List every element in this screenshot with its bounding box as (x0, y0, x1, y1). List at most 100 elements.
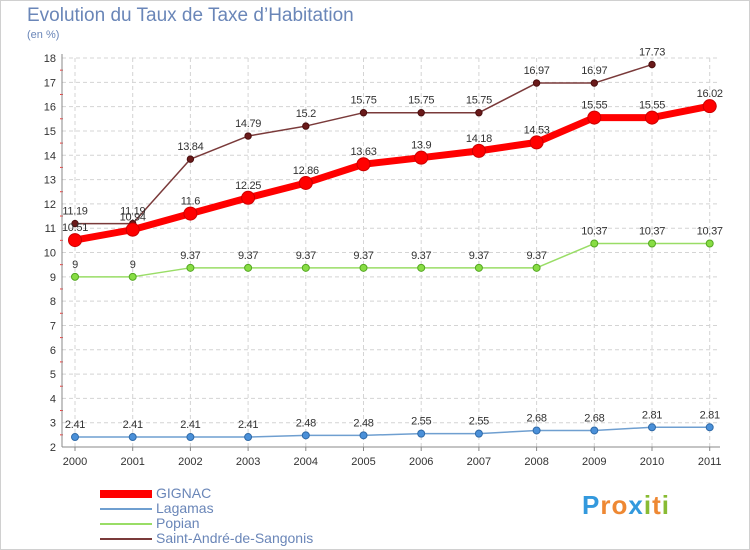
y-tick-label: 13 (44, 175, 56, 187)
y-tick-label: 12 (44, 199, 56, 211)
data-point-gignac (241, 190, 256, 205)
data-label-lagamas: 2.55 (411, 416, 431, 428)
data-label-saint-andre: 13.84 (177, 141, 203, 153)
chart-title: Evolution du Taux de Taxe d’Habitation (27, 5, 354, 26)
logo-letter: i (643, 490, 653, 520)
data-point-lagamas (705, 423, 714, 432)
x-tick-label: 2000 (63, 456, 87, 468)
logo-letter: t (652, 490, 662, 520)
series-line-lagamas (75, 426, 710, 438)
series-line-popian (75, 242, 710, 278)
data-point-gignac (298, 175, 313, 190)
data-label-popian: 9.37 (296, 250, 316, 262)
data-label-lagamas: 2.48 (353, 417, 373, 429)
data-point-saint-andre (648, 60, 656, 69)
proxiti-logo: Proxiti (582, 490, 670, 521)
y-tick-label: 10 (44, 248, 56, 260)
data-label-gignac: 15.55 (581, 100, 607, 112)
data-point-gignac (645, 110, 659, 125)
data-label-saint-andre: 15.2 (296, 108, 316, 120)
x-tick-label: 2004 (294, 456, 318, 468)
legend-label-gignac: GIGNAC (156, 485, 212, 501)
data-label-popian: 10.37 (697, 226, 723, 238)
data-point-lagamas (532, 426, 541, 435)
legend-swatch-gignac (100, 490, 152, 498)
y-tick-label: 14 (44, 150, 56, 162)
legend-swatch-popian (100, 523, 152, 525)
axes: 2 3 4 5 6 7 8 9 10 11 12 13 14 15 16 17 18 2000 2001 2002 20… (44, 53, 722, 468)
y-tick-label: 2 (50, 442, 56, 454)
y-tick-label: 8 (50, 296, 56, 308)
data-label-lagamas: 2.81 (700, 409, 720, 421)
data-point-lagamas (474, 429, 483, 438)
data-point-gignac (183, 206, 198, 221)
data-label-lagamas: 2.41 (123, 419, 143, 431)
data-label-popian: 9.37 (469, 250, 489, 262)
data-point-saint-andre (590, 79, 598, 87)
data-label-lagamas: 2.41 (238, 419, 258, 431)
data-point-popian (186, 263, 195, 272)
data-label-gignac: 10.51 (62, 222, 88, 234)
data-label-popian: 9.37 (238, 250, 258, 262)
y-tick-label: 4 (50, 393, 56, 405)
x-tick-label: 2005 (351, 456, 375, 468)
logo-letter: o (611, 490, 629, 520)
data-point-popian (244, 263, 253, 272)
data-point-popian (71, 272, 79, 281)
series-line-gignac (74, 102, 711, 244)
data-point-gignac (529, 135, 544, 150)
data-point-gignac (702, 99, 717, 114)
data-label-saint-andre: 16.97 (524, 65, 550, 77)
data-point-saint-andre (71, 219, 79, 228)
data-point-lagamas (359, 431, 368, 440)
data-point-popian (648, 239, 656, 248)
data-point-saint-andre (532, 79, 541, 87)
x-tick-label: 2007 (467, 456, 491, 468)
data-label-gignac: 11.6 (181, 196, 201, 208)
logo-letter: i (661, 490, 670, 520)
data-point-popian (705, 239, 714, 248)
logo-letter: r (600, 490, 612, 520)
chart-unit: (en %) (27, 29, 60, 41)
data-label-gignac: 13.63 (350, 146, 376, 158)
y-tick-label: 11 (45, 223, 56, 235)
data-point-lagamas (301, 431, 310, 440)
data-label-popian: 9.37 (526, 250, 546, 262)
data-label-gignac: 12.25 (235, 180, 261, 192)
data-label-gignac: 16.02 (697, 88, 723, 100)
data-label-popian: 9 (130, 259, 136, 271)
data-point-popian (301, 263, 310, 272)
x-tick-label: 2009 (582, 456, 606, 468)
y-tick-label: 18 (44, 53, 56, 65)
data-point-gignac (68, 233, 82, 248)
legend-swatch-lagamas (100, 508, 152, 510)
data-point-popian (359, 263, 368, 272)
data-point-lagamas (128, 433, 137, 442)
data-point-saint-andre (475, 109, 483, 117)
data-label-lagamas: 2.41 (65, 419, 85, 431)
data-label-lagamas: 2.68 (526, 412, 546, 424)
data-label-gignac: 14.53 (524, 124, 550, 136)
data-label-lagamas: 2.81 (642, 409, 662, 421)
y-tick-label: 5 (50, 369, 56, 381)
legend-label-saint-andre: Saint-André-de-Sangonis (156, 530, 314, 546)
data-label-lagamas: 2.55 (469, 416, 489, 428)
logo-letter: P (582, 490, 601, 520)
data-point-saint-andre (359, 109, 368, 117)
x-tick-label: 2006 (409, 456, 433, 468)
y-tick-label: 17 (44, 77, 56, 89)
data-point-gignac (587, 110, 602, 125)
data-label-gignac: 15.55 (639, 100, 665, 112)
data-label-popian: 9.37 (180, 250, 200, 262)
data-label-popian: 9.37 (353, 250, 373, 262)
x-tick-label: 2011 (698, 456, 722, 468)
legend-label-lagamas: Lagamas (156, 500, 214, 516)
x-tick-label: 2010 (640, 456, 664, 468)
data-label-saint-andre: 11.19 (62, 206, 87, 218)
legend-label-popian: Popian (156, 515, 200, 531)
x-tick-label: 2008 (524, 456, 548, 468)
y-tick-label: 6 (50, 345, 56, 357)
data-point-lagamas (417, 429, 426, 438)
data-label-lagamas: 2.41 (180, 419, 200, 431)
data-point-popian (417, 263, 426, 272)
